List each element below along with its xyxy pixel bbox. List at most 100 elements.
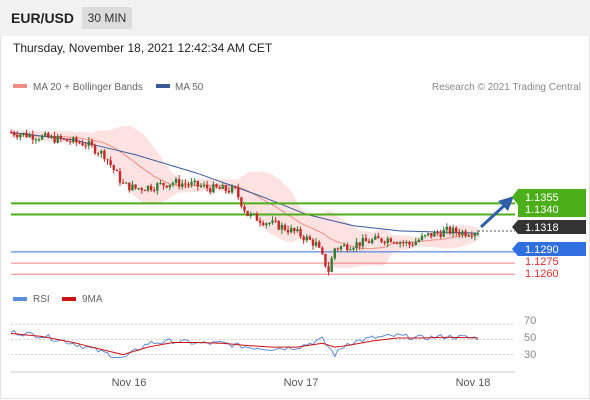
candle-body [308,236,312,240]
candle-body [221,185,224,189]
candle-body [355,242,358,249]
candle-body [168,184,171,188]
x-label-nov17: Nov 17 [284,377,319,389]
candle-body [237,187,240,198]
candle-body [392,242,396,244]
candle-body [420,235,424,240]
resistance-label-box [518,189,586,217]
candle-body [327,266,330,272]
candle-body [318,242,321,248]
candle-body [321,247,324,254]
candle-body [255,213,259,221]
candle-body [209,188,212,193]
candle-body [162,182,165,186]
candle-body [426,233,430,235]
candle-body [12,132,16,136]
candle-body [389,238,393,243]
candle-body [374,236,377,240]
candle-body [143,190,147,192]
x-label-nov18: Nov 18 [456,377,491,389]
projection-arrowhead [498,196,514,211]
candle-body [342,244,346,247]
candle-body [461,231,464,235]
candle-body [53,136,56,143]
rsi-panel [10,323,515,359]
timeframe-badge[interactable]: 30 MIN [82,7,132,29]
candle-body [215,184,218,188]
candle-body [467,235,470,237]
candle-body [118,171,122,183]
candle-body [414,241,417,246]
candle-body [184,183,187,185]
candle-body [106,159,109,161]
candle-body [417,239,421,242]
candle-body [370,239,374,243]
candle-body [383,241,386,244]
candle-body [349,249,352,251]
candle-body [252,213,256,215]
candle-body [109,160,112,166]
rsi-tick-50: 50 [524,332,536,344]
candle-body [93,145,97,154]
candle-body [358,242,361,247]
candle-body [442,229,445,237]
candle-body [346,244,349,251]
candle-body [96,153,100,155]
rsi-line [10,329,479,359]
candle-body [100,150,103,154]
candle-body [330,258,333,272]
candle-body [112,165,115,170]
legend-ma50-swatch [156,84,170,88]
legend-rsi-swatch [13,297,27,301]
candle-body [311,239,315,246]
candle-body [258,220,262,223]
candle-body [103,150,106,160]
candle-body [233,186,237,188]
candle-body [296,229,299,232]
candle-body [265,223,268,225]
candle-body [44,133,47,136]
candle-body [230,186,234,193]
x-label-nov16: Nov 16 [112,377,147,389]
candle-body [115,169,119,172]
level-label-1-1355: 1.1355 [525,192,559,204]
candle-body [243,206,246,211]
candle-body [47,133,50,138]
candle-body [290,227,293,233]
candle-body [9,132,13,134]
main-panel [9,125,515,276]
level-label-1-1318: 1.1318 [525,222,559,234]
candle-body [190,182,193,186]
candle-body [156,183,159,191]
candle-body [196,180,199,187]
candle-body [423,234,427,236]
candle-body [405,241,408,243]
candle-body [339,246,343,250]
candle-body [280,224,284,230]
candle-body [181,183,184,187]
level-label-1-1275: 1.1275 [525,256,559,268]
support-label-pointer [512,242,518,256]
legend-ma50-label: MA 50 [175,82,204,93]
candle-body [25,132,28,138]
candle-body [187,184,190,186]
candle-body [380,238,383,242]
candle-body [314,242,318,246]
candle-body [476,233,480,235]
candle-body [81,143,84,146]
candle-body [277,220,280,230]
candle-body [377,236,380,239]
candle-body [56,135,59,143]
candle-body [305,236,308,241]
legend-9ma-swatch [62,297,76,301]
candle-body [75,137,78,143]
candle-body [34,139,38,141]
level-label-1-1340: 1.1340 [525,204,559,216]
candle-body [124,182,128,184]
candle-body [402,242,405,244]
candle-body [261,222,265,225]
candle-body [146,185,150,191]
rsi-tick-70: 70 [524,315,536,327]
candle-body [224,185,228,191]
